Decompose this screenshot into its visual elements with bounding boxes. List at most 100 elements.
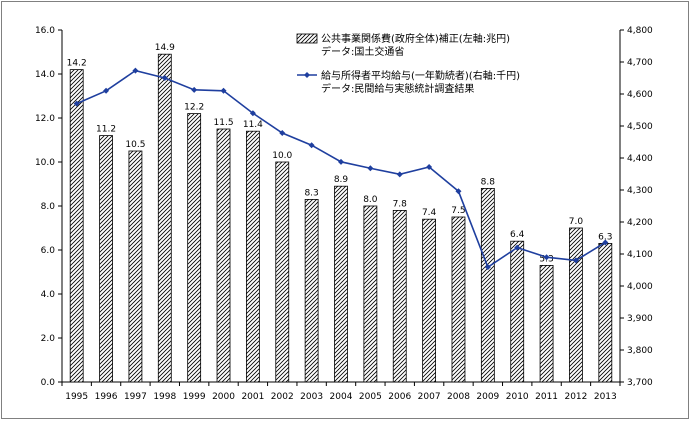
line-point xyxy=(602,239,609,246)
y-right-tick-label: 3,800 xyxy=(627,346,653,356)
y-right-tick-label: 4,300 xyxy=(627,186,653,196)
bar-labels: 14.2 11.2 10.5 14.9 12.2 11.5 11.4 10.0 8.3 8.9 8.… xyxy=(67,43,613,264)
y-left-tick-label: 6.0 xyxy=(41,246,56,256)
line-point xyxy=(426,163,433,170)
bar-data-label: 10.0 xyxy=(272,151,292,161)
bar xyxy=(598,242,613,383)
bar xyxy=(569,227,583,383)
x-tick-label: 1999 xyxy=(183,392,206,402)
x-tick-label: 2003 xyxy=(300,392,323,402)
bar-data-label: 14.9 xyxy=(155,43,175,53)
bar-data-label: 10.5 xyxy=(125,140,145,150)
bar xyxy=(304,198,319,383)
bar-data-label: 11.5 xyxy=(214,118,234,128)
bar xyxy=(128,150,143,383)
bar-data-label: 6.4 xyxy=(510,230,525,240)
bars xyxy=(69,53,613,383)
x-tick-label: 2012 xyxy=(564,392,587,402)
bar xyxy=(392,209,407,383)
line-point xyxy=(191,86,198,93)
legend-bar-swatch xyxy=(296,33,318,44)
y-right-tick-label: 3,900 xyxy=(627,314,653,324)
legend: 公共事業関係費(政府全体)補正(左軸:兆円) データ:国土交通省 給与所得者平均… xyxy=(296,32,520,95)
bar-data-label: 11.4 xyxy=(243,120,263,130)
y-right-tick-label: 4,100 xyxy=(627,250,653,260)
bar-data-label: 7.0 xyxy=(569,217,584,227)
x-tick-label: 2011 xyxy=(535,392,558,402)
bar-data-label: 7.8 xyxy=(393,199,408,209)
x-tick-label: 1997 xyxy=(124,392,147,402)
y-right-tick-label: 3,700 xyxy=(627,378,653,388)
bar-data-label: 8.3 xyxy=(304,188,318,198)
line-point xyxy=(572,257,579,264)
y-left-tick-label: 10.0 xyxy=(35,158,55,168)
x-tick-label: 2001 xyxy=(241,392,264,402)
line-point xyxy=(132,67,139,74)
bar xyxy=(275,161,290,383)
line-point xyxy=(367,165,374,172)
legend-line-marker xyxy=(304,72,310,78)
x-tick-label: 2013 xyxy=(594,392,617,402)
line-point xyxy=(308,142,315,149)
line-point xyxy=(514,244,521,251)
legend-line-source: データ:民間給与実態統計調査結果 xyxy=(321,82,474,95)
y-left-tick-label: 12.0 xyxy=(35,114,55,124)
bar xyxy=(99,135,113,383)
line-point xyxy=(484,264,491,271)
line-point xyxy=(103,87,110,94)
bar-data-label: 8.9 xyxy=(334,175,349,185)
x-tick-label: 2006 xyxy=(388,392,411,402)
y-right-ticks: 3,700 3,800 3,900 4,000 4,100 4,200 4,300 4,400… xyxy=(620,26,653,388)
y-left-tick-label: 14.0 xyxy=(35,70,55,80)
bar xyxy=(245,130,260,383)
bar-data-label: 11.2 xyxy=(96,125,116,135)
line-point xyxy=(249,110,256,117)
line-series xyxy=(73,67,609,271)
bar-data-label: 7.4 xyxy=(422,208,437,218)
legend-line-name: 給与所得者平均給与(一年勤続者)(右軸:千円) xyxy=(321,69,520,82)
x-tick-label: 1998 xyxy=(153,392,176,402)
legend-bar-name: 公共事業関係費(政府全体)補正(左軸:兆円) xyxy=(321,32,510,45)
line-point xyxy=(279,130,286,137)
y-right-tick-label: 4,600 xyxy=(627,90,653,100)
y-left-tick-label: 16.0 xyxy=(35,26,55,36)
bar-data-label: 6.3 xyxy=(598,232,612,242)
bar xyxy=(451,216,466,383)
y-right-tick-label: 4,800 xyxy=(627,26,653,36)
line-point xyxy=(161,75,168,81)
y-left-tick-label: 0.0 xyxy=(41,378,56,388)
bar xyxy=(216,128,231,383)
y-right-tick-label: 4,200 xyxy=(627,218,653,228)
x-tick-label: 1996 xyxy=(95,392,118,402)
y-right-tick-label: 4,700 xyxy=(627,58,653,68)
bar xyxy=(422,218,437,383)
y-right-tick-label: 4,000 xyxy=(627,282,653,292)
y-left-tick-label: 4.0 xyxy=(41,290,56,300)
bar xyxy=(157,53,172,383)
line-point xyxy=(543,254,550,261)
bar xyxy=(187,113,202,383)
x-tick-label: 2000 xyxy=(212,392,235,402)
legend-bar-source: データ:国土交通省 xyxy=(321,45,404,58)
x-tick-label: 1995 xyxy=(65,392,88,402)
bar xyxy=(69,69,84,383)
bar-data-label: 8.8 xyxy=(481,177,496,187)
y-left-tick-label: 8.0 xyxy=(41,202,56,212)
x-ticks: 1995 1996 1997 1998 1999 2000 2001 2002 2003 2004… xyxy=(61,382,621,402)
x-tick-label: 2005 xyxy=(359,392,382,402)
bar-data-label: 14.2 xyxy=(67,59,87,69)
line-point xyxy=(73,100,80,107)
y-left-ticks: 0.0 2.0 4.0 6.0 8.0 10.0 12.0 14.0 16.0 xyxy=(35,26,62,388)
y-right-tick-label: 4,400 xyxy=(627,154,653,164)
x-tick-label: 2008 xyxy=(447,392,470,402)
x-tick-label: 2007 xyxy=(418,392,441,402)
x-tick-label: 2010 xyxy=(506,392,529,402)
line-point xyxy=(220,87,227,94)
bar xyxy=(363,205,378,383)
x-tick-label: 2009 xyxy=(476,392,499,402)
y-right-tick-label: 4,500 xyxy=(627,122,653,132)
line-point xyxy=(338,158,344,165)
bar xyxy=(510,240,525,383)
y-left-tick-label: 2.0 xyxy=(41,334,56,344)
x-tick-label: 2004 xyxy=(330,392,353,402)
